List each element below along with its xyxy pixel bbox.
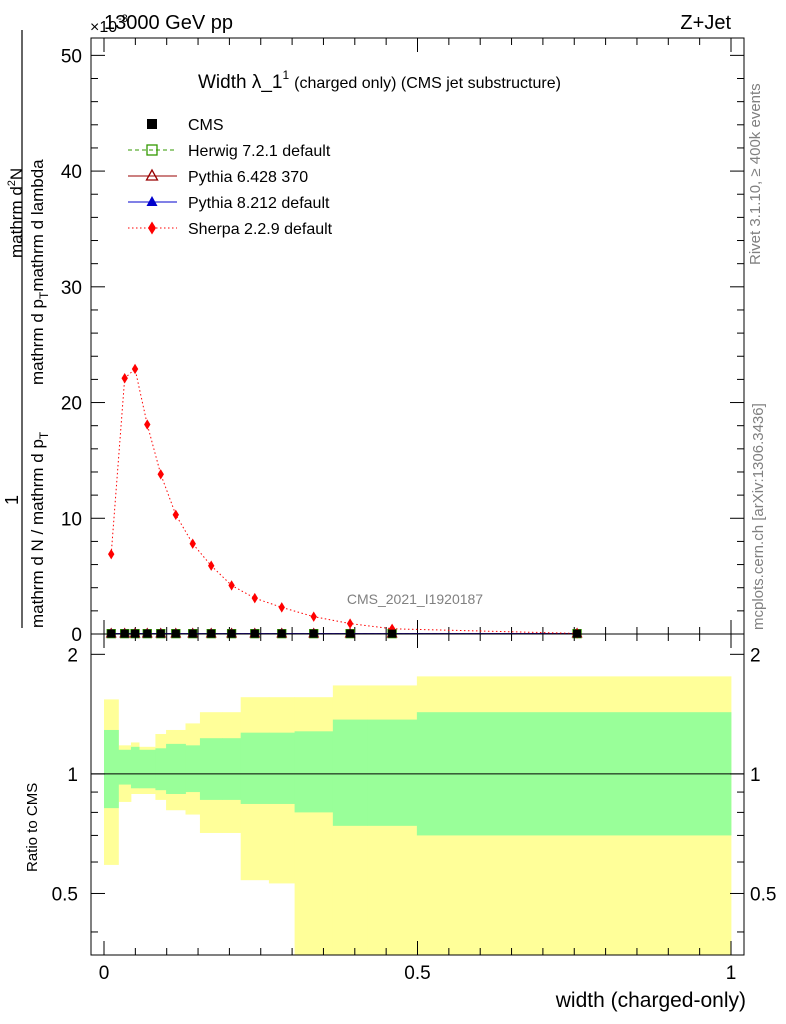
ratio-ytick-label-right: 1 — [750, 765, 761, 786]
ratio-xtick-label: 1 — [726, 963, 737, 984]
legend-marker — [148, 221, 156, 235]
legend-marker — [146, 196, 158, 206]
ratio-band-inner — [294, 731, 334, 813]
legend-item: Pythia 6.428 370 — [128, 168, 308, 186]
data-point — [131, 363, 139, 375]
ratio-xtick-label: 0.5 — [404, 963, 430, 984]
legend-label: Pythia 8.212 default — [188, 195, 330, 212]
ratio-band-inner — [155, 748, 167, 791]
ratio-band-inner — [240, 732, 270, 804]
ratio-bands — [104, 676, 732, 955]
legend: CMS Herwig 7.2.1 default Pythia 6.428 370 P… — [128, 117, 333, 238]
header-left: 13000 GeV pp — [104, 12, 233, 34]
legend-item: Pythia 8.212 default — [128, 195, 330, 212]
main-ytick-label: 0 — [71, 625, 82, 646]
legend-marker — [145, 168, 159, 181]
y-label-denominator: mathrm d N / mathrm d pT — [28, 431, 51, 628]
main-ytick-label: 40 — [61, 162, 82, 183]
x-axis-label: width (charged-only) — [555, 989, 746, 1012]
data-point — [251, 592, 258, 604]
ratio-ytick-label-right: 0.5 — [750, 884, 776, 905]
legend-label: Pythia 6.428 370 — [188, 169, 308, 186]
data-point — [157, 469, 164, 480]
ratio-band-inner — [130, 746, 140, 789]
data-point — [208, 560, 215, 571]
data-point — [278, 602, 285, 613]
main-x-ticks — [103, 38, 732, 634]
series-sherpa-2-2-9-default — [108, 363, 581, 639]
ratio-y-label: Ratio to CMS — [24, 783, 41, 872]
main-y-axis-label: 1 mathrm d N / mathrm d pT mathrm d2N ma… — [2, 30, 51, 628]
ratio-ytick-label-left: 2 — [67, 645, 78, 666]
data-point — [144, 419, 151, 430]
data-point — [189, 538, 196, 549]
analysis-watermark: CMS_2021_I1920187 — [347, 591, 483, 607]
legend-item: Sherpa 2.2.9 default — [128, 221, 333, 238]
ratio-xtick-label: 0 — [99, 963, 110, 984]
data-point — [228, 580, 235, 591]
ratio-x-ticks: 0 0.5 1 — [99, 634, 737, 984]
ratio-band-inner — [367, 719, 418, 826]
y-scale-exponent: ×10 — [90, 19, 117, 36]
data-point — [346, 618, 354, 629]
ratio-ytick-label-right: 2 — [750, 645, 761, 666]
legend-item: CMS — [147, 117, 224, 134]
mcplots-label: mcplots.cern.ch [arXiv:1306.3436] — [750, 403, 767, 630]
data-point — [108, 548, 115, 560]
rivet-label: Rivet 3.1.10, ≥ 400k events — [747, 83, 764, 265]
ratio-band-inner — [199, 738, 223, 800]
main-y-ticks: 0 10 20 30 40 50 — [61, 46, 744, 646]
legend-item: Herwig 7.2.1 default — [128, 143, 331, 160]
ratio-band-inner — [222, 738, 242, 800]
legend-label: Herwig 7.2.1 default — [188, 143, 331, 160]
legend-label: CMS — [188, 117, 224, 134]
header-right: Z+Jet — [680, 12, 731, 34]
ratio-y-ticks: 0.5 0.5 1 1 2 2 — [52, 645, 776, 933]
data-point — [310, 611, 317, 622]
data-point — [121, 373, 128, 384]
main-ytick-label: 50 — [61, 46, 82, 67]
y-scale-exponent-power: -3 — [118, 13, 128, 25]
legend-marker — [147, 119, 157, 129]
legend-label: Sherpa 2.2.9 default — [188, 221, 333, 238]
y-label-right-numerator: mathrm d2N — [6, 168, 26, 258]
plot-title: Width λ_11 (charged only) (CMS jet substr… — [198, 68, 561, 93]
data-point — [172, 509, 179, 520]
ratio-band-inner — [139, 749, 156, 789]
series-line — [110, 368, 578, 634]
legend-marker — [146, 144, 158, 156]
ratio-band-inner — [104, 729, 119, 809]
ratio-band-inner — [332, 719, 368, 826]
ratio-band-inner — [185, 745, 201, 793]
series-layer — [105, 363, 583, 639]
main-ytick-label: 20 — [61, 394, 82, 415]
y-label-right-denominator: mathrm d pTmathrm d lambda — [28, 159, 51, 385]
ratio-band-inner — [118, 749, 132, 785]
ratio-ytick-label-left: 0.5 — [52, 884, 78, 905]
y-label-numerator: 1 — [2, 495, 22, 505]
ratio-ytick-label-left: 1 — [67, 765, 78, 786]
main-ytick-label: 30 — [61, 278, 82, 299]
main-ytick-label: 10 — [61, 509, 82, 530]
ratio-band-inner — [166, 743, 186, 794]
ratio-band-inner — [268, 732, 296, 804]
